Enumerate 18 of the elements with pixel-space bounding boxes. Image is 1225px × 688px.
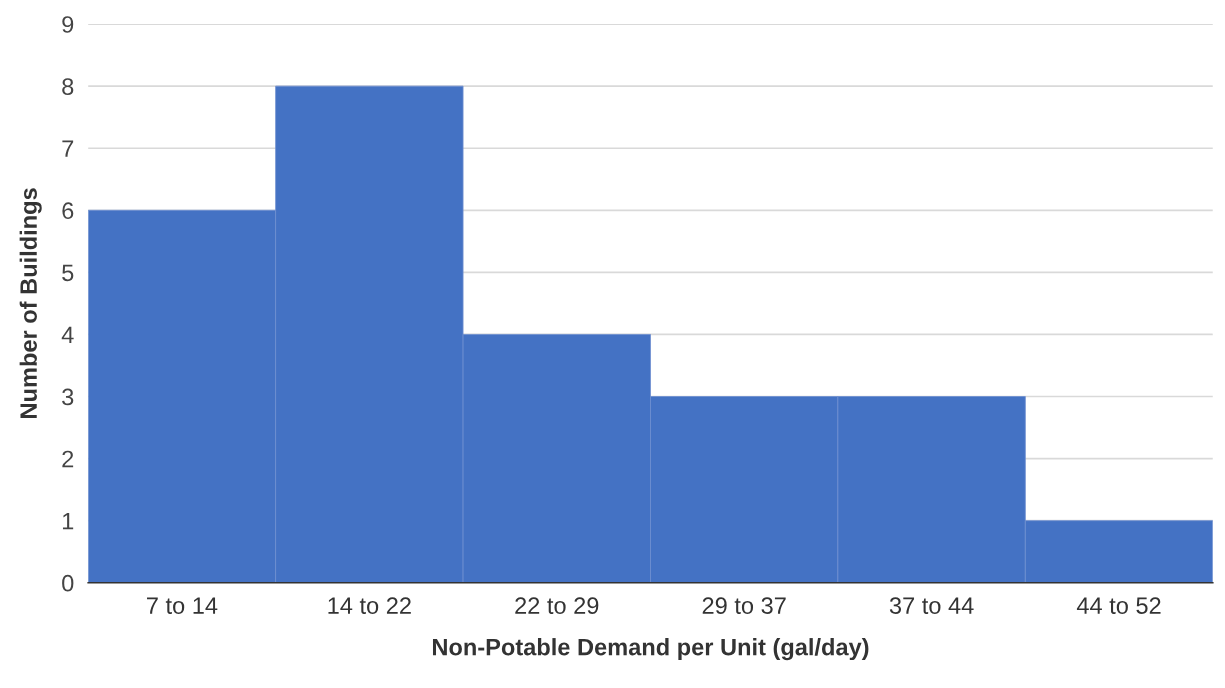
y-axis-title: Number of Buildings bbox=[19, 188, 42, 418]
x-tick-label: 7 to 14 bbox=[147, 597, 218, 614]
x-tick-label: 44 to 52 bbox=[1076, 597, 1161, 614]
y-tick-label: 7 bbox=[62, 140, 74, 157]
y-tick-label: 6 bbox=[62, 202, 74, 220]
y-tick-label: 0 bbox=[62, 574, 74, 592]
x-tick-label: 14 to 22 bbox=[328, 597, 411, 614]
y-tick-label: 2 bbox=[62, 450, 74, 468]
y-tick-label: 5 bbox=[62, 264, 74, 282]
y-tick-label: 4 bbox=[61, 326, 74, 343]
x-tick-label: 29 to 37 bbox=[702, 597, 786, 614]
x-axis-title: Non-Potable Demand per Unit (gal/day) bbox=[432, 638, 869, 661]
x-tick-label: 37 to 44 bbox=[889, 597, 974, 614]
x-tick-label: 22 to 29 bbox=[515, 597, 599, 614]
y-tick-label: 3 bbox=[62, 388, 74, 406]
y-tick-label: 1 bbox=[62, 512, 74, 530]
y-tick-label: 9 bbox=[62, 16, 74, 33]
y-tick-label: 8 bbox=[62, 78, 74, 95]
